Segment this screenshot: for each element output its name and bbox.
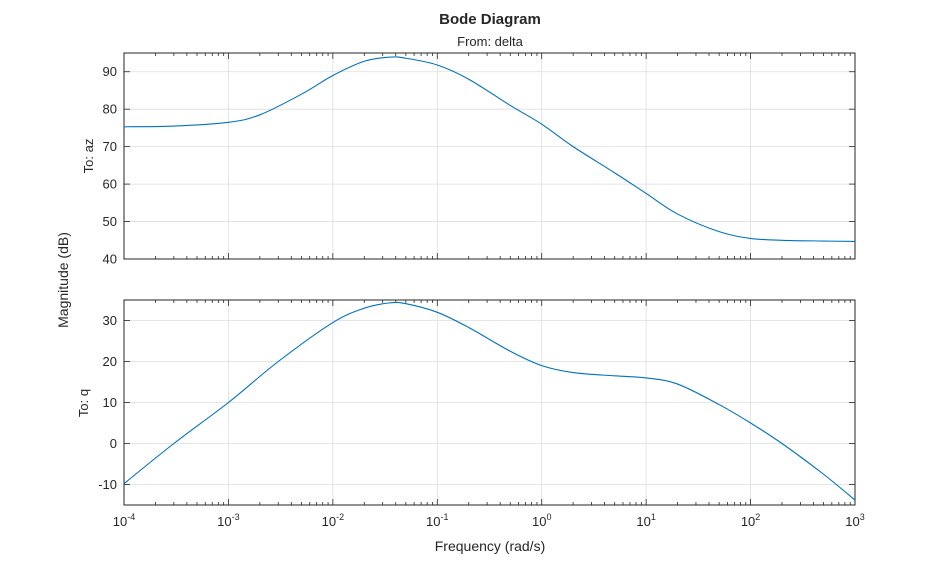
- panel-output-label: To: az: [81, 139, 96, 174]
- panel-1: 40 50 60 70 80 90 To: az: [81, 53, 855, 267]
- y-tick-label: 50: [103, 214, 117, 229]
- y-axis-label: Magnitude (dB): [55, 232, 71, 328]
- y-tick-label: -10: [98, 477, 117, 492]
- x-tick-label: 10-4: [113, 512, 135, 529]
- chart-title: Bode Diagram: [439, 11, 541, 28]
- x-tick-labels: 10-4 10-3 10-2 10-1 100 101 102 103: [113, 512, 865, 529]
- y-tick-label: 80: [103, 102, 117, 117]
- y-tick-label: 30: [103, 313, 117, 328]
- y-tick-label: 20: [103, 354, 117, 369]
- x-tick-label: 10-2: [322, 512, 344, 529]
- x-tick-label: 101: [636, 512, 655, 529]
- y-tick-label: 0: [110, 436, 117, 451]
- plot-area: [124, 53, 855, 259]
- y-tick-label: 90: [103, 64, 117, 79]
- x-tick-label: 102: [741, 512, 760, 529]
- chart-subtitle: From: delta: [457, 34, 524, 49]
- panel-2: -10 0 10 20 30 To: q: [76, 300, 855, 505]
- x-axis-label: Frequency (rad/s): [435, 538, 545, 554]
- y-tick-label: 40: [103, 252, 117, 267]
- y-tick-label: 70: [103, 139, 117, 154]
- panel-output-label: To: q: [76, 389, 91, 417]
- x-tick-label: 10-1: [426, 512, 448, 529]
- x-tick-label: 103: [845, 512, 864, 529]
- x-tick-label: 10-3: [217, 512, 239, 529]
- y-tick-label: 60: [103, 177, 117, 192]
- y-tick-label: 10: [103, 395, 117, 410]
- x-tick-label: 100: [532, 512, 551, 529]
